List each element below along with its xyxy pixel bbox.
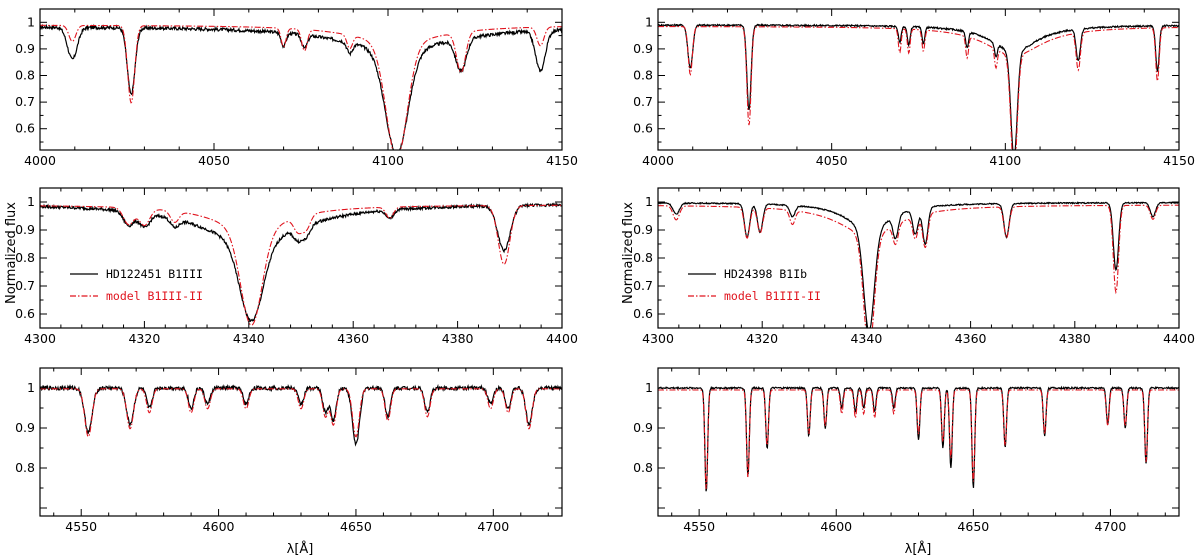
y-tick-label: 1 <box>645 380 653 395</box>
y-tick-label: 0.8 <box>633 68 653 83</box>
x-tick-label: 4050 <box>816 153 848 168</box>
x-tick-label: 4360 <box>955 331 987 346</box>
legend-label-observed: HD122451 B1III <box>106 267 203 281</box>
x-tick-label: 4150 <box>546 153 578 168</box>
y-tick-label: 0.8 <box>633 250 653 265</box>
series-model-line <box>40 388 562 438</box>
x-tick-label: 4650 <box>957 519 989 534</box>
x-tick-label: 4300 <box>642 331 674 346</box>
y-tick-label: 0.8 <box>15 250 35 265</box>
panel-left-1: 4000 4050 4100 4150 0.6 0.7 0.8 0.9 1 <box>15 8 578 168</box>
series-observed-line <box>40 202 562 323</box>
y-tick-label: 0.6 <box>15 306 35 321</box>
x-axis-label-left: λ[Å] <box>287 541 314 557</box>
x-tick-label: 4400 <box>1163 331 1195 346</box>
plot-frame <box>657 187 1180 329</box>
x-tick-label: 4150 <box>1163 153 1195 168</box>
x-tick-label: 4320 <box>128 331 160 346</box>
x-tick-label: 4320 <box>746 331 778 346</box>
legend-label-model: model B1III-II <box>106 289 203 303</box>
y-axis-label-left: Normalized flux <box>4 202 19 304</box>
x-tick-label: 4550 <box>683 519 715 534</box>
y-tick-label: 0.8 <box>15 460 35 475</box>
x-tick-label: 4340 <box>233 331 265 346</box>
panels-group: 4000 4050 4100 4150 0.6 0.7 0.8 0.9 1 4000 4050 410… <box>15 8 1195 534</box>
x-tick-label: 4380 <box>1059 331 1091 346</box>
plot-frame <box>39 8 563 151</box>
plot-frame <box>39 187 563 329</box>
y-tick-label: 0.9 <box>633 420 653 435</box>
y-tick-label: 0.6 <box>633 121 653 136</box>
series-model-line <box>40 24 562 150</box>
panel-right-2: 4300 4320 4340 4360 4380 4400 0.6 0.7 0.8 0.9 1 HD2… <box>633 187 1195 346</box>
series-model-line <box>658 26 1179 150</box>
series-model-line <box>40 204 562 326</box>
y-tick-label: 0.9 <box>633 222 653 237</box>
legend: HD122451 B1III model B1III-II <box>70 267 203 303</box>
y-tick-label: 1 <box>645 194 653 209</box>
y-tick-label: 0.8 <box>15 68 35 83</box>
series-observed-line <box>658 385 1179 492</box>
y-tick-label: 0.6 <box>15 121 35 136</box>
series-model-line <box>658 204 1179 328</box>
x-tick-label: 4340 <box>850 331 882 346</box>
plot-frame <box>39 367 563 517</box>
y-tick-label: 1 <box>27 380 35 395</box>
x-tick-label: 4600 <box>820 519 852 534</box>
x-tick-label: 4100 <box>989 153 1021 168</box>
x-tick-label: 4550 <box>65 519 97 534</box>
y-tick-label: 0.7 <box>633 278 653 293</box>
y-tick-label: 0.9 <box>15 222 35 237</box>
x-tick-label: 4600 <box>203 519 235 534</box>
x-tick-label: 4050 <box>198 153 230 168</box>
x-tick-label: 4360 <box>337 331 369 346</box>
legend: HD24398 B1Ib model B1III-II <box>688 267 821 303</box>
y-tick-label: 1 <box>27 14 35 29</box>
panel-left-2: 4300 4320 4340 4360 4380 4400 0.6 0.7 0.8 0.9 1 HD1… <box>15 187 578 346</box>
plot-frame <box>657 8 1180 151</box>
series-observed-line <box>40 383 562 447</box>
panel-right-3: 4550 4600 4650 4700 0.8 0.9 1 <box>633 367 1180 534</box>
x-tick-label: 4380 <box>442 331 474 346</box>
x-tick-label: 4400 <box>546 331 578 346</box>
panel-left-3: 4550 4600 4650 4700 0.8 0.9 1 <box>15 367 563 534</box>
y-tick-label: 0.6 <box>633 306 653 321</box>
y-tick-label: 0.9 <box>633 41 653 56</box>
y-tick-label: 0.7 <box>633 94 653 109</box>
legend-label-observed: HD24398 B1Ib <box>724 267 807 281</box>
y-tick-label: 1 <box>27 194 35 209</box>
y-axis-label-right: Normalized flux <box>621 202 636 304</box>
series-observed-line <box>40 23 562 150</box>
y-tick-label: 0.8 <box>633 460 653 475</box>
y-tick-label: 0.9 <box>15 41 35 56</box>
x-tick-label: 4700 <box>1095 519 1127 534</box>
series-observed-line <box>658 23 1179 150</box>
x-tick-label: 4300 <box>24 331 56 346</box>
x-tick-label: 4000 <box>642 153 674 168</box>
y-tick-label: 1 <box>645 14 653 29</box>
legend-label-model: model B1III-II <box>724 289 821 303</box>
y-tick-label: 0.7 <box>15 278 35 293</box>
x-tick-label: 4650 <box>340 519 372 534</box>
x-tick-label: 4000 <box>24 153 56 168</box>
x-tick-label: 4100 <box>372 153 404 168</box>
x-tick-label: 4700 <box>477 519 509 534</box>
series-model-line <box>658 389 1179 489</box>
y-tick-label: 0.7 <box>15 94 35 109</box>
y-tick-label: 0.9 <box>15 420 35 435</box>
x-axis-label-right: λ[Å] <box>905 541 932 557</box>
panel-right-1: 4000 4050 4100 4150 0.6 0.7 0.8 0.9 1 <box>633 8 1195 168</box>
